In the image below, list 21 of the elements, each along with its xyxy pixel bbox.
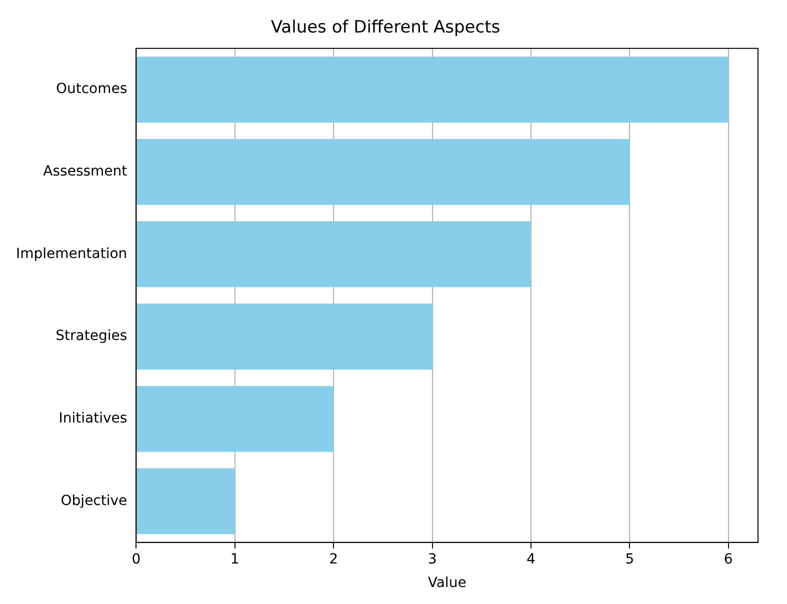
y-tick-label: Outcomes (56, 81, 128, 98)
x-tick-label: 0 (132, 551, 141, 568)
bar (136, 468, 235, 534)
chart-title: Values of Different Aspects (270, 18, 500, 38)
x-tick-label: 3 (428, 551, 437, 568)
x-tick-label: 1 (230, 551, 240, 568)
x-axis-title: Value (428, 575, 466, 592)
bar (136, 304, 432, 370)
bar (136, 138, 630, 205)
x-tick-label: 2 (329, 551, 338, 568)
x-tick-label: 4 (526, 551, 536, 568)
y-tick-label: Implementation (16, 246, 128, 262)
x-tick-label: 5 (625, 551, 634, 568)
bar (136, 221, 531, 288)
y-tick-label: Objective (60, 492, 128, 509)
y-tick-label: Initiatives (58, 410, 128, 427)
x-tick-label: 6 (724, 551, 733, 568)
y-tick-label: Assessment (43, 164, 128, 180)
bar (136, 386, 334, 452)
bar (136, 56, 728, 122)
y-tick-label: Strategies (56, 328, 128, 344)
